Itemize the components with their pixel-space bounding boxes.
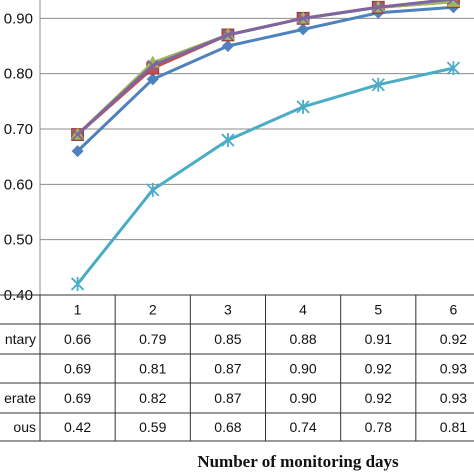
data-point-diamond	[221, 40, 234, 52]
data-point-star	[221, 133, 235, 148]
y-tick-label: 0.80	[4, 66, 33, 83]
x-axis-title: Number of monitoring days	[197, 452, 399, 471]
data-point-cross	[297, 12, 309, 24]
data-point-cross	[447, 0, 460, 5]
series-line-1	[76, 5, 454, 153]
series-lines	[70, 0, 461, 291]
table-cell-value: 0.87	[214, 361, 241, 377]
table-cell-value: 0.92	[365, 390, 392, 406]
axes: 0.400.500.600.700.800.901.00	[4, 0, 41, 304]
table-cell-value: 0.68	[214, 419, 241, 435]
table-series-name: ntary	[5, 331, 36, 347]
series-line-2	[76, 0, 454, 136]
data-point-star	[70, 276, 85, 291]
data-point-diamond	[146, 73, 159, 86]
table-cell-value: 0.66	[64, 331, 91, 347]
table-cell-value: 0.69	[64, 390, 91, 406]
y-tick-label: 0.90	[4, 10, 33, 27]
table-cell-value: 0.82	[139, 390, 166, 406]
x-tick-label: 2	[149, 302, 157, 318]
series-line-4	[76, 66, 454, 285]
data-point-cross	[222, 29, 234, 41]
data-table: 1 2 3 4 5 6 ntary 0.66 0.79 0.85 0.88 0.91 0.92 0.69 0…	[0, 294, 474, 442]
data-point-cross	[372, 1, 384, 13]
table-cell-value: 0.87	[214, 390, 241, 406]
x-tick-label: 5	[374, 302, 382, 318]
x-tick-label: 1	[74, 302, 82, 318]
series-line-3	[76, 0, 454, 136]
y-tick-label: 0.50	[4, 232, 33, 249]
data-point-cross	[71, 128, 84, 141]
x-tick-label: 4	[299, 302, 307, 318]
table-series-name: erate	[4, 390, 36, 406]
table-cell-value: 0.92	[440, 331, 467, 347]
table-cell-value: 0.90	[289, 390, 316, 406]
table-cell-value: 0.93	[440, 390, 467, 406]
table-cell-value: 0.81	[440, 419, 467, 435]
table-cell-value: 0.90	[289, 361, 316, 377]
y-tick-label: 0.60	[4, 176, 33, 193]
table-cell-value: 0.92	[365, 361, 392, 377]
table-cell-value: 0.85	[214, 331, 241, 347]
data-point-star	[296, 99, 310, 114]
x-tick-label: 6	[450, 302, 458, 318]
table-cell-value: 0.81	[139, 361, 166, 377]
table-series-name: ous	[13, 419, 36, 435]
y-tick-label: 0.70	[4, 121, 33, 138]
data-point-star	[146, 182, 160, 197]
x-tick-label: 3	[224, 302, 232, 318]
data-point-diamond	[297, 23, 310, 36]
table-cell-value: 0.91	[365, 331, 392, 347]
table-cell-value: 0.78	[365, 419, 392, 435]
data-point-cross	[147, 59, 159, 72]
table-cell-value: 0.59	[139, 419, 166, 435]
data-point-star	[371, 77, 385, 92]
data-point-diamond	[71, 145, 84, 158]
series-line-overlay	[76, 0, 454, 136]
data-point-star	[446, 61, 461, 76]
table-cell-value: 0.79	[139, 331, 166, 347]
table-cell-value: 0.74	[289, 419, 316, 435]
table-cell-value: 0.69	[64, 361, 91, 377]
table-cell-value: 0.88	[289, 331, 316, 347]
table-cell-value: 0.42	[64, 419, 91, 435]
table-cell-value: 0.93	[440, 361, 467, 377]
